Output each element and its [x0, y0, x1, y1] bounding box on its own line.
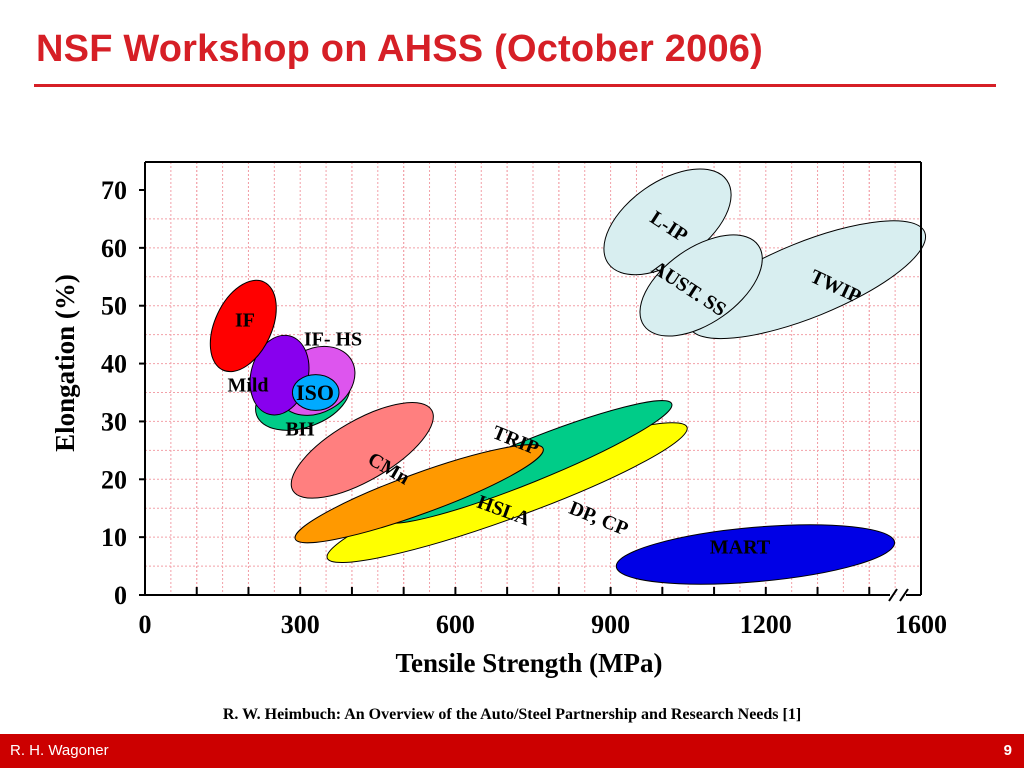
footer-bar: R. H. Wagoner 9 — [0, 734, 1024, 768]
y-axis-title: Elongation (%) — [50, 274, 80, 452]
x-axis-title: Tensile Strength (MPa) — [396, 648, 663, 678]
y-tick-label: 70 — [101, 176, 127, 205]
region-layer — [209, 168, 927, 585]
label-dp-cp: DP, CP — [566, 497, 631, 540]
region-hsla — [294, 444, 544, 544]
x-tick-label: 900 — [591, 610, 630, 639]
y-tick-label: 0 — [114, 581, 127, 610]
label-if: IF — [235, 310, 255, 332]
y-tick-label: 10 — [101, 523, 127, 552]
region-aust-ss — [639, 234, 763, 337]
x-tick-label: 1600 — [895, 610, 947, 639]
region-if — [209, 279, 277, 373]
y-tick-label: 60 — [101, 234, 127, 263]
x-tick-label: 1200 — [740, 610, 792, 639]
x-tick-label: 600 — [436, 610, 475, 639]
y-tick-label: 30 — [101, 407, 127, 436]
x-tick-label: 0 — [139, 610, 152, 639]
axis-layer: 0 10 20 30 40 50 60 70 0 300 600 900 1200 1600 — [101, 161, 947, 639]
label-if-hs: IF- HS — [304, 329, 362, 351]
axis-break-mark — [888, 588, 898, 602]
region-iso — [291, 374, 340, 411]
region-cmn — [290, 402, 434, 499]
y-tick-label: 50 — [101, 292, 127, 321]
x-tick-label: 300 — [281, 610, 320, 639]
label-mart: MART — [710, 537, 771, 559]
y-tick-label: 40 — [101, 350, 127, 379]
label-iso: ISO — [296, 380, 334, 405]
title-rule — [34, 84, 996, 87]
y-tick-label: 20 — [101, 465, 127, 494]
axis-break-mark — [899, 588, 909, 602]
page-number: 9 — [1003, 742, 1012, 759]
slide-title: NSF Workshop on AHSS (October 2006) — [36, 28, 763, 70]
label-bh: BH — [286, 419, 315, 441]
region-mart — [615, 524, 896, 585]
footer-author: R. H. Wagoner — [10, 742, 109, 759]
label-mild: Mild — [227, 375, 268, 397]
citation: R. W. Heimbuch: An Overview of the Auto/… — [222, 706, 802, 723]
